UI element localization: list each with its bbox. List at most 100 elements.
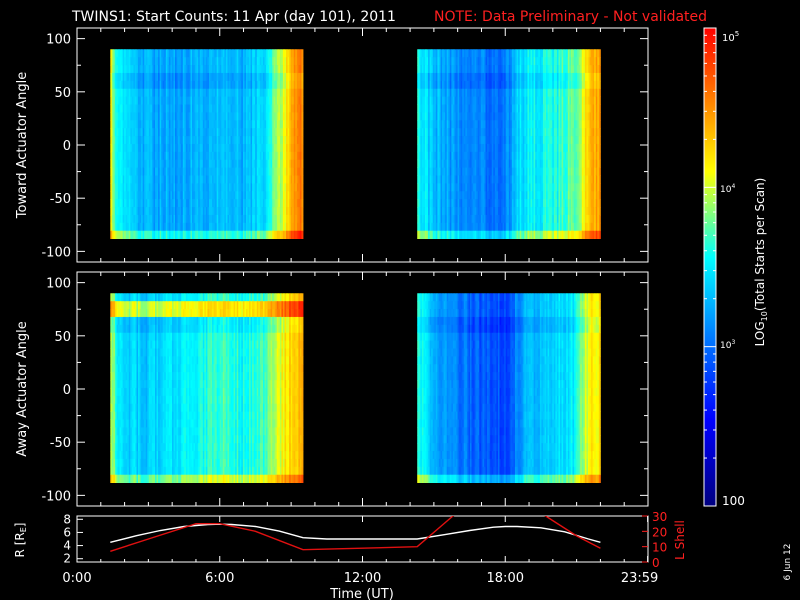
heatmap-cell <box>438 230 441 239</box>
heatmap-cell <box>176 49 179 58</box>
heatmap-cell <box>483 49 486 58</box>
heatmap-cell <box>299 72 302 82</box>
heatmap-cell <box>457 214 460 224</box>
heatmap-cell <box>483 143 486 153</box>
heatmap-cell <box>122 104 125 113</box>
heatmap-cell <box>286 143 288 153</box>
heatmap-cell <box>158 96 161 105</box>
heatmap-cell <box>121 207 124 216</box>
heatmap-cell <box>125 57 128 66</box>
heatmap-cell <box>476 49 479 58</box>
heatmap-cell <box>212 136 214 145</box>
heatmap-cell <box>239 143 242 153</box>
heatmap-cell <box>215 104 218 113</box>
heatmap-cell <box>219 222 222 232</box>
heatmap-cell <box>148 207 151 216</box>
heatmap-cell <box>134 104 137 113</box>
heatmap-cell <box>426 214 429 224</box>
heatmap-cell <box>161 222 164 232</box>
heatmap-cell <box>497 136 500 145</box>
heatmap-cell <box>460 183 463 192</box>
heatmap-cell <box>162 112 165 121</box>
heatmap-cell <box>446 222 449 232</box>
heatmap-cell <box>116 57 119 66</box>
heatmap-cell <box>184 136 187 145</box>
heatmap-cell <box>165 207 168 216</box>
heatmap-cell <box>122 199 125 208</box>
heatmap-cell <box>544 65 547 74</box>
heatmap-cell <box>524 143 527 153</box>
heatmap-cell <box>233 199 236 208</box>
heatmap-cell <box>298 214 301 224</box>
heatmap-cell <box>239 88 242 98</box>
heatmap-cell <box>161 143 164 153</box>
heatmap-cell <box>513 112 516 121</box>
heatmap-cell <box>116 143 119 153</box>
heatmap-cell <box>205 230 208 239</box>
heatmap-cell <box>515 120 517 129</box>
heatmap-cell <box>201 199 204 208</box>
heatmap-cell <box>502 207 505 216</box>
heatmap-cell <box>527 199 530 208</box>
heatmap-cell <box>473 151 476 161</box>
heatmap-cell <box>508 104 511 113</box>
heatmap-cell <box>195 207 198 216</box>
heatmap-cell <box>218 191 221 200</box>
heatmap-cell <box>465 199 468 208</box>
heatmap-cell <box>182 159 185 168</box>
heatmap-cell <box>289 191 292 200</box>
heatmap-cell <box>249 214 251 224</box>
heatmap-cell <box>185 159 188 168</box>
heatmap-cell <box>299 183 302 192</box>
heatmap-cell <box>259 128 262 137</box>
heatmap-cell <box>418 136 421 145</box>
heatmap-cell <box>202 183 205 192</box>
heatmap-cell <box>515 80 517 90</box>
heatmap-cell <box>426 143 429 153</box>
heatmap-cell <box>258 207 261 216</box>
heatmap-cell <box>173 159 176 168</box>
heatmap-cell <box>118 128 120 137</box>
heatmap-cell <box>184 167 187 176</box>
heatmap-cell <box>218 112 221 121</box>
heatmap-cell <box>250 214 253 224</box>
heatmap-cell <box>114 136 117 145</box>
heatmap-cell <box>235 136 238 145</box>
heatmap-cell <box>114 230 117 239</box>
heatmap-cell <box>289 230 292 239</box>
heatmap-cell <box>164 72 167 82</box>
heatmap-cell <box>222 167 225 176</box>
heatmap-cell <box>428 151 431 161</box>
heatmap-cell <box>272 80 275 90</box>
heatmap-cell <box>292 120 295 129</box>
heatmap-cell <box>184 49 187 58</box>
heatmap-cell <box>423 183 426 192</box>
heatmap-cell <box>216 151 219 161</box>
heatmap-cell <box>252 57 255 66</box>
heatmap-cell <box>264 88 267 98</box>
heatmap-cell <box>155 72 157 82</box>
heatmap-cell <box>114 96 117 105</box>
heatmap-cell <box>456 143 458 153</box>
heatmap-cell <box>164 199 167 208</box>
heatmap-cell <box>501 143 504 153</box>
heatmap-cell <box>529 191 531 200</box>
heatmap-cell <box>219 49 222 58</box>
heatmap-cell <box>269 65 272 74</box>
heatmap-cell <box>245 167 248 176</box>
heatmap-cell <box>527 80 530 90</box>
heatmap-cell <box>496 159 499 168</box>
heatmap-cell <box>301 136 304 145</box>
heatmap-cell <box>497 183 500 192</box>
heatmap-cell <box>122 222 125 232</box>
heatmap-cell <box>513 128 516 137</box>
heatmap-cell <box>159 72 162 82</box>
heatmap-cell <box>136 214 139 224</box>
heatmap-cell <box>207 72 210 82</box>
heatmap-cell <box>207 65 210 74</box>
heatmap-cell <box>468 191 471 200</box>
heatmap-cell <box>474 104 477 113</box>
heatmap-cell <box>207 120 210 129</box>
heatmap-cell <box>292 207 295 216</box>
heatmap-cell <box>482 57 485 66</box>
